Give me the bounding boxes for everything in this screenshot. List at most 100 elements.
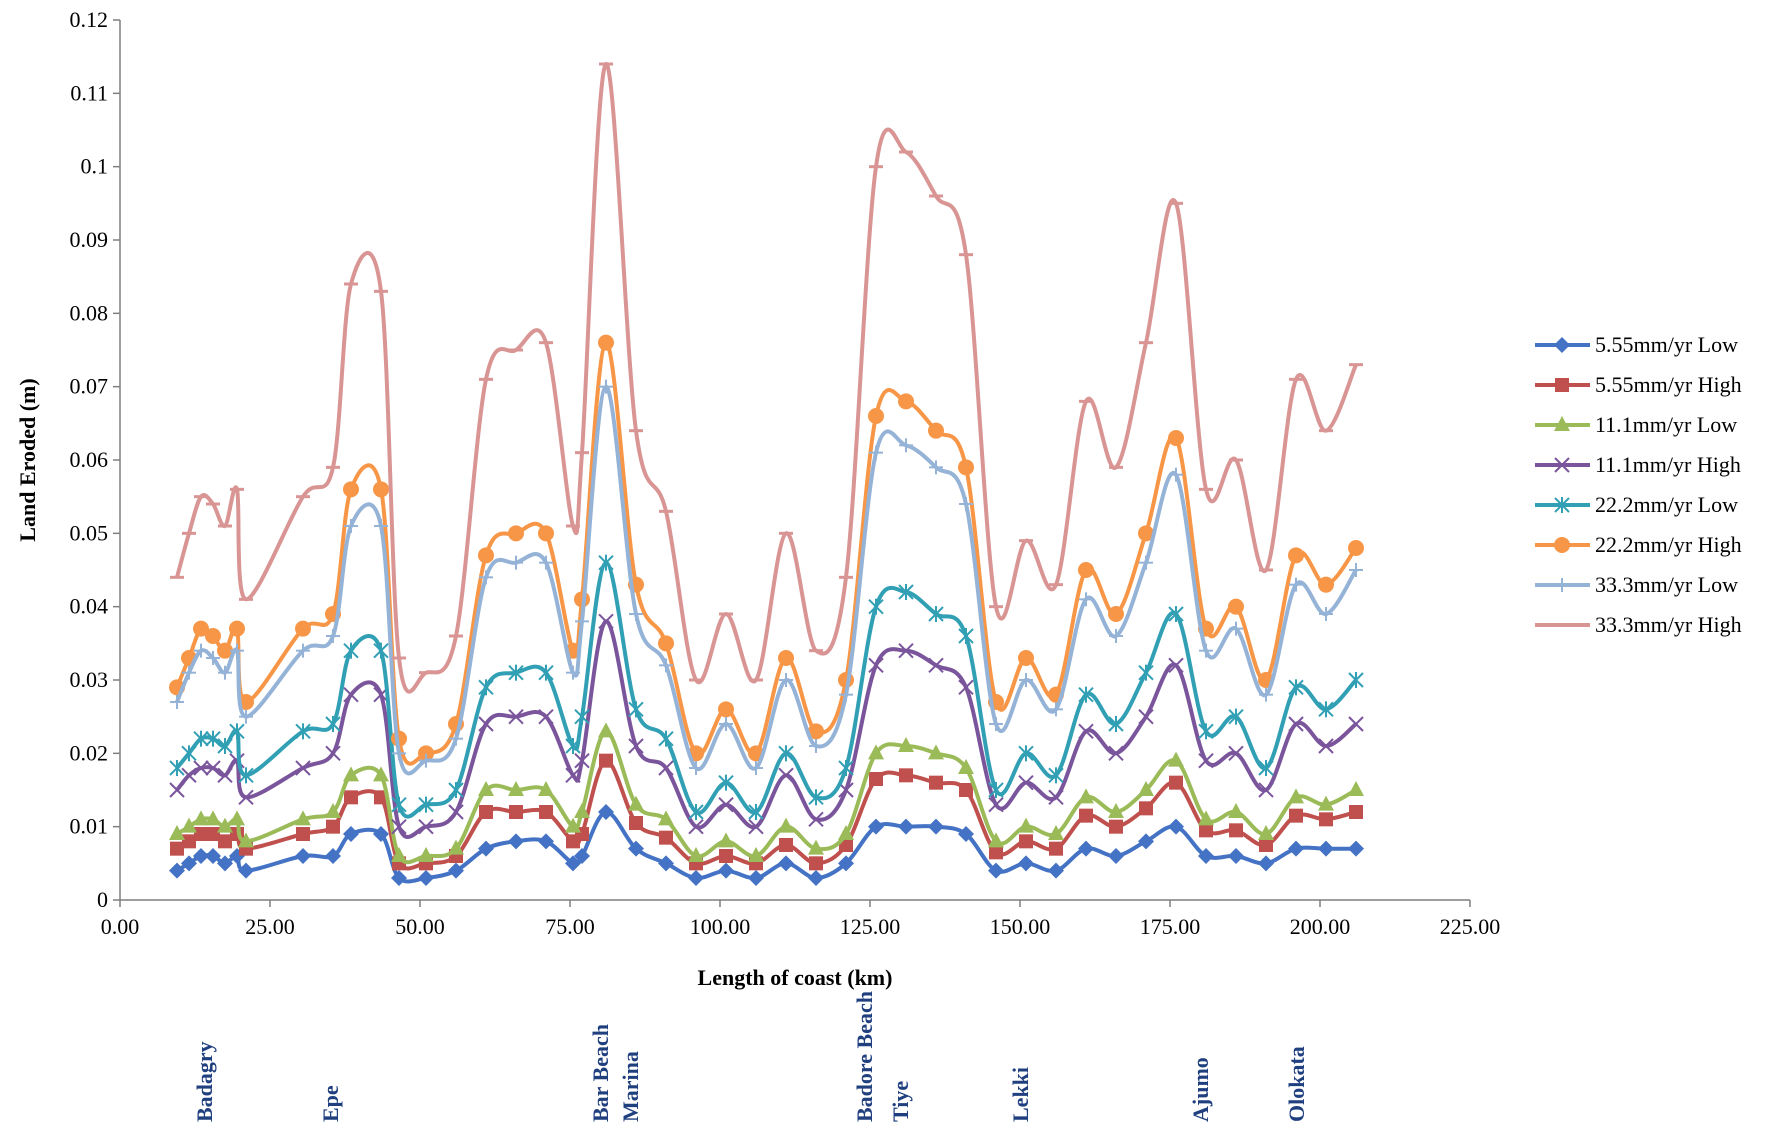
data-point <box>1138 664 1154 681</box>
legend-label: 5.55mm/yr Low <box>1595 332 1738 357</box>
data-point <box>598 554 614 571</box>
data-point <box>598 613 614 630</box>
data-point <box>1168 818 1184 835</box>
data-point <box>959 783 973 797</box>
data-point <box>1289 577 1303 592</box>
data-point <box>989 717 1003 731</box>
data-point <box>391 818 407 835</box>
legend-marker <box>1555 378 1569 392</box>
data-point <box>1228 708 1244 725</box>
data-point <box>1228 745 1244 762</box>
data-point <box>658 730 674 747</box>
data-point <box>1049 841 1063 856</box>
data-point <box>170 841 184 856</box>
data-point <box>1349 563 1363 577</box>
data-point <box>182 665 196 680</box>
data-point <box>868 744 884 760</box>
y-axis-title: Land Eroded (m) <box>15 378 40 541</box>
data-point <box>868 657 884 674</box>
data-point <box>1259 838 1273 852</box>
data-point <box>659 830 673 845</box>
data-point <box>1138 781 1154 796</box>
legend-marker <box>1555 578 1569 592</box>
data-point <box>599 379 613 394</box>
data-point <box>808 811 824 828</box>
legend-label: 33.3mm/yr High <box>1595 612 1742 637</box>
legend-item: 33.3mm/yr High <box>1535 612 1742 637</box>
legend-label: 22.2mm/yr Low <box>1595 492 1738 517</box>
data-point <box>238 862 254 879</box>
data-point <box>1288 788 1304 804</box>
data-point <box>629 607 643 621</box>
legend-label: 11.1mm/yr High <box>1595 452 1741 477</box>
data-point <box>295 760 311 776</box>
data-point <box>217 855 233 872</box>
data-point <box>1288 679 1304 696</box>
data-point <box>169 825 185 840</box>
data-point <box>838 782 854 798</box>
data-point <box>574 848 590 864</box>
data-point <box>1108 606 1124 622</box>
data-point <box>509 805 523 819</box>
data-point <box>170 695 184 709</box>
legend-item: 22.2mm/yr High <box>1535 532 1742 557</box>
data-point <box>193 810 209 826</box>
data-point <box>418 796 434 813</box>
x-tick-label: 200.00 <box>1290 914 1351 939</box>
data-point <box>688 870 704 886</box>
data-point <box>748 804 764 820</box>
data-point <box>218 665 232 680</box>
data-point <box>1258 760 1274 776</box>
data-point <box>898 642 914 659</box>
legend-label: 22.2mm/yr High <box>1595 532 1742 557</box>
location-label: Ajumo <box>1188 1057 1213 1122</box>
data-point <box>1348 540 1364 556</box>
axis-titles: Length of coast (km) Land Eroded (m) <box>15 378 892 990</box>
data-point <box>206 651 220 665</box>
location-label: Badore Beach <box>852 991 877 1122</box>
axes: 0 0.01 0.02 0.03 0.04 0.05 0.06 0.07 0.08 0.09 0.1… <box>70 7 1501 939</box>
data-point <box>959 497 973 511</box>
data-point <box>1048 767 1064 784</box>
data-point <box>899 438 913 453</box>
data-point <box>749 761 763 775</box>
data-point <box>1048 862 1064 879</box>
data-point <box>778 650 794 666</box>
data-point <box>928 744 944 760</box>
data-point <box>1018 855 1034 872</box>
data-point <box>1109 629 1123 643</box>
data-point <box>1318 576 1334 593</box>
data-point <box>539 805 553 819</box>
data-point <box>1258 855 1274 872</box>
data-point <box>1108 848 1124 864</box>
data-point <box>1138 833 1154 850</box>
data-point <box>628 738 644 754</box>
data-point <box>1228 848 1244 864</box>
data-point <box>928 606 944 622</box>
legend-marker <box>1554 416 1570 431</box>
y-tick-label: 0.09 <box>70 227 109 252</box>
data-point <box>628 701 644 718</box>
data-point <box>778 767 794 784</box>
data-point <box>928 422 944 439</box>
data-point <box>718 796 734 813</box>
data-point <box>229 620 245 637</box>
data-point <box>1258 782 1274 798</box>
data-point <box>419 753 433 768</box>
data-point <box>808 723 824 740</box>
data-point <box>898 818 914 835</box>
y-tick-label: 0.01 <box>70 814 109 839</box>
data-point <box>1019 834 1033 849</box>
data-point <box>448 804 464 820</box>
data-point <box>1349 805 1363 819</box>
data-point <box>838 760 854 776</box>
y-tick-label: 0.08 <box>70 300 109 325</box>
data-point <box>1229 823 1243 838</box>
data-point <box>988 782 1004 798</box>
legend-item: 33.3mm/yr Low <box>1535 572 1738 597</box>
data-point <box>217 642 233 659</box>
y-tick-label: 0.03 <box>70 667 109 692</box>
data-point <box>295 620 311 637</box>
data-point <box>1169 775 1183 790</box>
